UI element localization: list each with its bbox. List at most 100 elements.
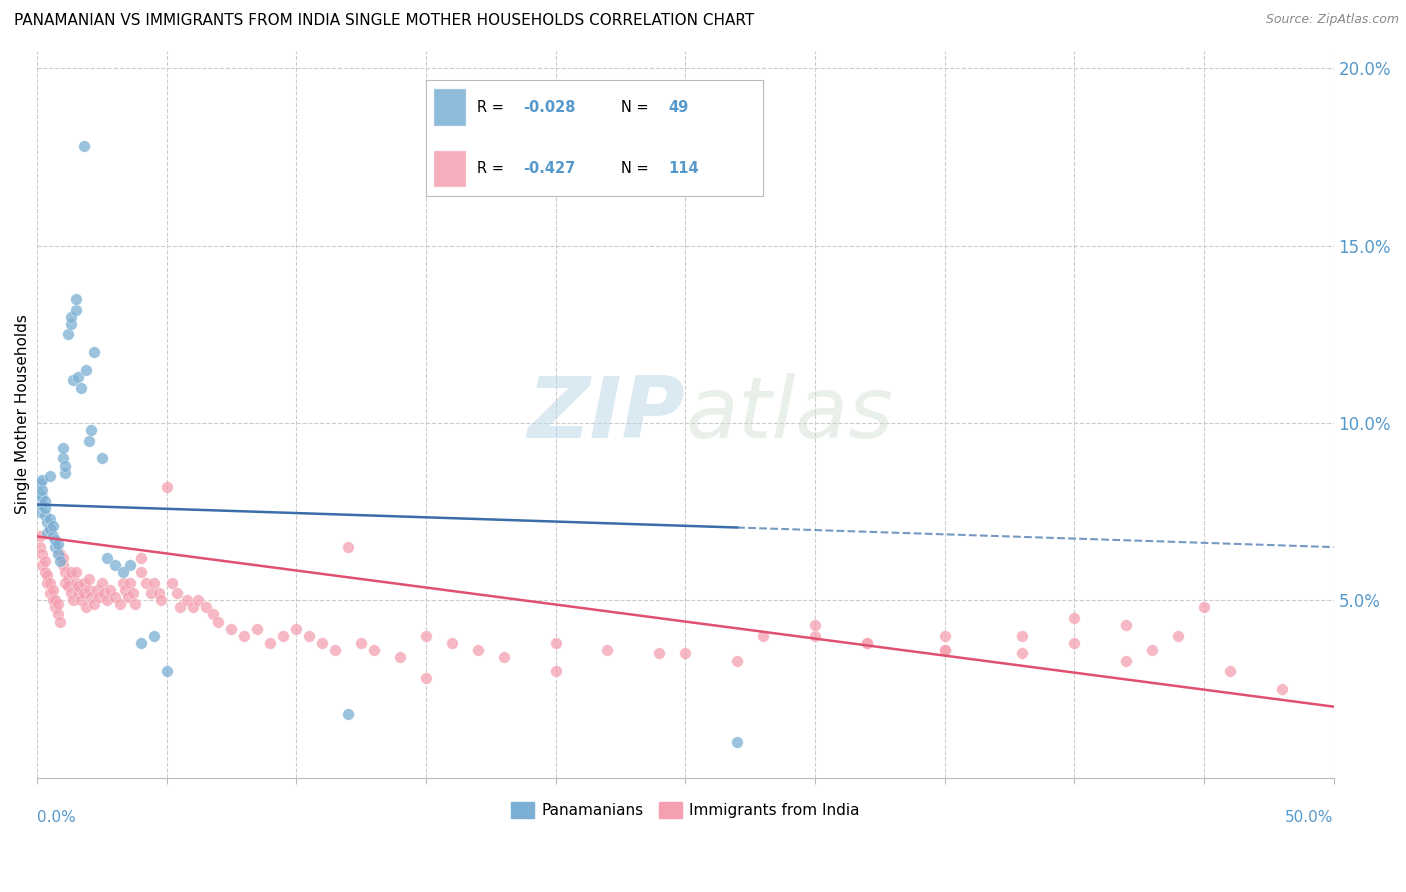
Y-axis label: Single Mother Households: Single Mother Households	[15, 314, 30, 514]
Point	[52, 441, 75, 455]
Point	[181, 600, 204, 615]
Point	[89, 590, 111, 604]
Point	[415, 671, 437, 685]
Point	[75, 600, 97, 615]
Point	[44, 600, 66, 615]
Point	[856, 636, 879, 650]
Point	[90, 451, 112, 466]
Point	[156, 664, 179, 678]
Point	[83, 345, 105, 359]
Point	[142, 575, 165, 590]
Point	[31, 558, 53, 572]
Point	[49, 554, 72, 568]
Point	[52, 550, 75, 565]
Point	[104, 590, 127, 604]
Point	[233, 629, 256, 643]
Point	[65, 302, 87, 317]
Point	[31, 483, 53, 498]
Point	[96, 550, 118, 565]
Point	[41, 529, 63, 543]
Point	[28, 505, 51, 519]
Point	[298, 629, 321, 643]
Point	[934, 629, 956, 643]
Point	[648, 647, 671, 661]
Point	[38, 469, 60, 483]
Point	[111, 575, 134, 590]
Point	[96, 593, 118, 607]
Point	[120, 575, 142, 590]
Point	[673, 647, 696, 661]
Point	[59, 565, 82, 579]
Point	[41, 593, 63, 607]
Text: ZIP: ZIP	[527, 373, 685, 456]
Point	[55, 575, 77, 590]
Point	[207, 615, 229, 629]
Point	[37, 575, 59, 590]
Text: 0.0%: 0.0%	[37, 810, 76, 825]
Point	[70, 593, 93, 607]
Point	[38, 575, 60, 590]
Point	[104, 558, 127, 572]
Point	[1011, 647, 1033, 661]
Point	[596, 643, 619, 657]
Point	[166, 586, 188, 600]
Point	[169, 600, 191, 615]
Point	[28, 476, 51, 491]
Point	[337, 540, 360, 554]
Point	[273, 629, 295, 643]
Point	[934, 643, 956, 657]
Point	[65, 575, 87, 590]
Point	[1011, 629, 1033, 643]
Point	[83, 597, 105, 611]
Point	[98, 582, 121, 597]
Point	[31, 498, 53, 512]
Point	[804, 629, 827, 643]
Point	[1271, 681, 1294, 696]
Point	[41, 518, 63, 533]
Point	[202, 607, 225, 622]
Point	[72, 586, 94, 600]
Point	[44, 593, 66, 607]
Point	[1063, 636, 1085, 650]
Point	[46, 607, 69, 622]
Point	[28, 540, 51, 554]
Point	[156, 480, 179, 494]
Point	[34, 508, 56, 523]
Point	[55, 466, 77, 480]
Point	[49, 547, 72, 561]
Point	[323, 643, 346, 657]
Point	[160, 575, 183, 590]
Point	[59, 586, 82, 600]
Point	[124, 597, 146, 611]
Point	[75, 363, 97, 377]
Point	[77, 572, 100, 586]
Point	[44, 533, 66, 547]
Point	[46, 597, 69, 611]
Point	[44, 540, 66, 554]
Point	[129, 565, 152, 579]
Point	[72, 575, 94, 590]
Point	[122, 586, 145, 600]
Point	[55, 565, 77, 579]
Point	[142, 629, 165, 643]
Point	[38, 522, 60, 536]
Point	[544, 664, 567, 678]
Point	[72, 139, 94, 153]
Point	[1219, 664, 1241, 678]
Point	[129, 636, 152, 650]
Point	[38, 512, 60, 526]
Point	[350, 636, 373, 650]
Point	[80, 590, 103, 604]
Point	[31, 547, 53, 561]
Point	[804, 618, 827, 632]
Point	[67, 586, 90, 600]
Point	[363, 643, 385, 657]
Point	[46, 536, 69, 550]
Text: atlas: atlas	[685, 373, 893, 456]
Point	[856, 636, 879, 650]
Point	[59, 317, 82, 331]
Point	[150, 593, 173, 607]
Point	[41, 582, 63, 597]
Point	[108, 597, 131, 611]
Point	[187, 593, 209, 607]
